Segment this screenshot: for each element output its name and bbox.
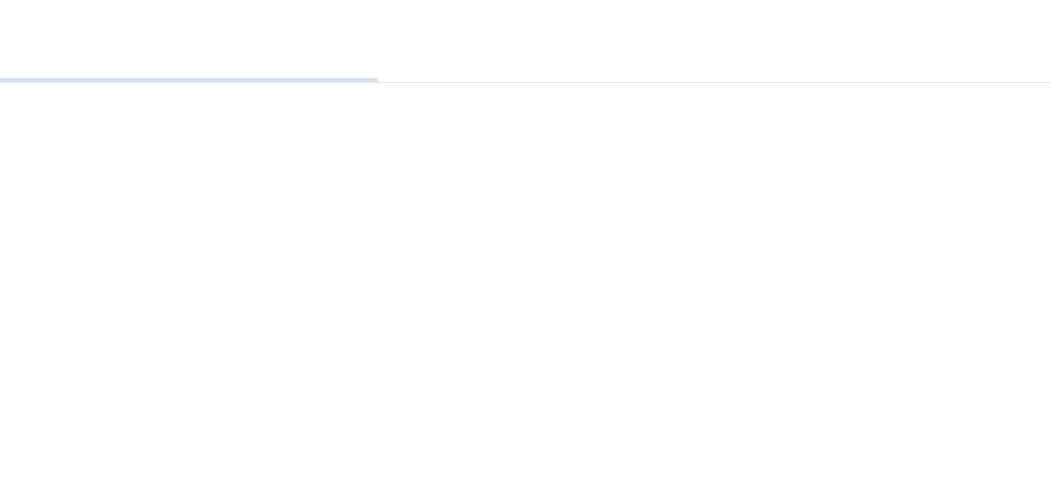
loading-progress-bar	[0, 78, 1050, 82]
header-divider	[0, 82, 1050, 83]
loading-progress-fill	[0, 78, 378, 82]
content-area	[0, 83, 1050, 481]
top-bar	[0, 0, 1050, 82]
